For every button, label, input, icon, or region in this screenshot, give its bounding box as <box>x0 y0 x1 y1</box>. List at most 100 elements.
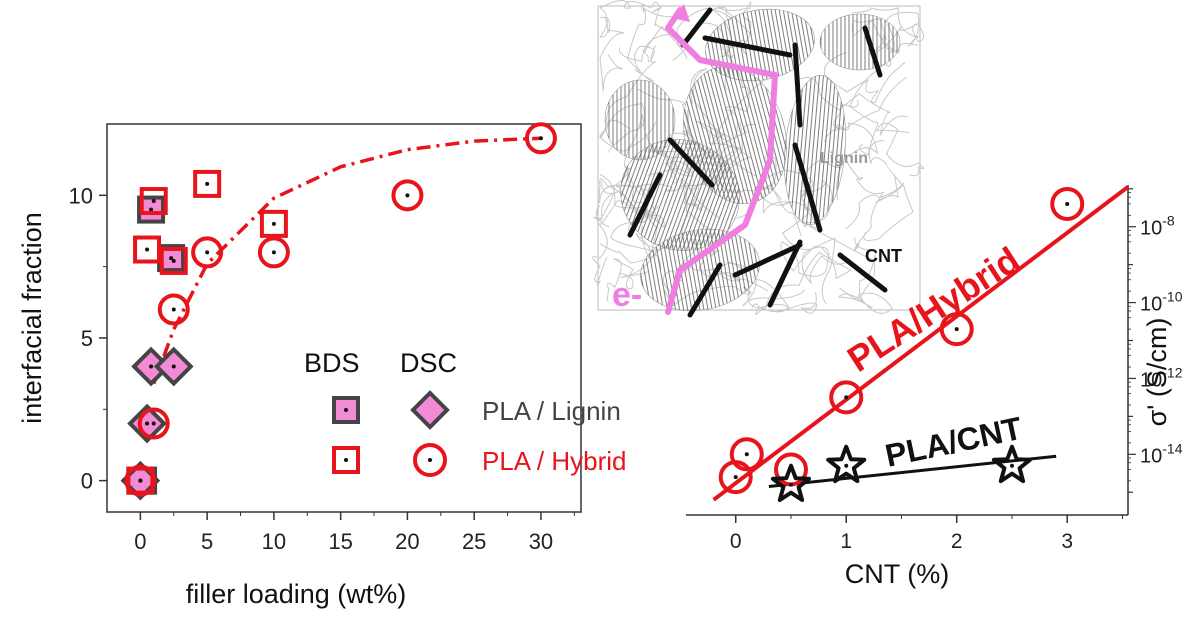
left-fit-curve <box>152 136 542 385</box>
left-x-tick-label: 0 <box>134 529 146 554</box>
point-center-dot <box>145 247 150 252</box>
point-center-dot <box>151 421 156 426</box>
left-y-tick-label: 10 <box>69 183 93 208</box>
right-y-tick-label: 10-10 <box>1140 289 1183 316</box>
point-center-dot <box>733 475 738 480</box>
network-strand <box>634 25 688 76</box>
left-legend: BDS DSC PLA / Lignin PLA / Hybrid <box>304 348 627 477</box>
point-hybrid-bds <box>139 187 168 216</box>
point-hybrid-dsc <box>124 464 157 497</box>
right-y-tick-exponent: -14 <box>1162 440 1182 456</box>
network-strand <box>592 204 608 286</box>
left-x-tick-label: 5 <box>201 529 213 554</box>
point-center-dot <box>169 256 174 261</box>
point-hybrid-bds <box>193 169 222 198</box>
point-center-dot <box>788 482 793 487</box>
point-center-dot <box>171 364 176 369</box>
right-y-tick-exponent: -8 <box>1162 213 1175 229</box>
point-center-dot <box>1009 463 1014 468</box>
point-hybrid-dsc <box>257 236 290 269</box>
annotation-pla-cnt: PLA/CNT <box>882 410 1026 474</box>
legend-marker-hybrid-dsc-dot <box>428 458 432 462</box>
point-center-dot <box>149 364 154 369</box>
point-center-dot <box>138 478 143 483</box>
left-x-tick-label: 10 <box>262 529 286 554</box>
network-strand <box>618 1 674 62</box>
cnt-stick <box>792 42 803 128</box>
point-center-dot <box>171 307 176 312</box>
point-pla-hybrid <box>829 380 864 415</box>
cnt-stick <box>687 262 723 318</box>
cnt-stick <box>767 239 803 308</box>
left-y-axis-label: interfacial fraction <box>17 212 47 424</box>
cnt-stick <box>667 137 715 188</box>
legend-marker-hybrid-bds-dot <box>344 458 348 462</box>
network-strand <box>844 153 885 252</box>
point-center-dot <box>271 221 276 226</box>
left-y-tick-label: 5 <box>81 326 93 351</box>
lignin-particle <box>819 13 901 71</box>
fit-line-hybrid <box>712 185 1130 502</box>
point-center-dot <box>744 452 749 457</box>
left-x-tick-label: 15 <box>328 529 352 554</box>
point-center-dot <box>151 199 156 204</box>
cnt-stick <box>680 7 713 48</box>
cnt-stick <box>792 142 823 233</box>
point-hybrid-dsc <box>191 236 224 269</box>
point-hybrid-bds <box>133 235 162 264</box>
point-hybrid-dsc <box>391 179 424 212</box>
cnt-stick <box>837 252 888 293</box>
point-hybrid-bds <box>259 209 288 238</box>
point-pla-hybrid <box>939 312 974 347</box>
legend-entry-hybrid: PLA / Hybrid <box>482 446 627 476</box>
right-x-tick-label: 3 <box>1061 530 1073 553</box>
left-x-tick-label: 25 <box>462 529 486 554</box>
network-strand <box>627 7 677 82</box>
point-pla-cnt <box>770 463 811 502</box>
point-center-dot <box>844 395 849 400</box>
electron-path-arrowhead <box>672 4 690 22</box>
cnt-label: CNT <box>865 246 902 266</box>
right-y-tick-exponent: -12 <box>1162 364 1182 380</box>
network-strand <box>747 246 852 309</box>
left-axis-ticks: 0 5 10 15 20 25 30 0 5 10 <box>69 183 575 554</box>
point-center-dot <box>538 136 543 141</box>
point-center-dot <box>1065 201 1070 206</box>
network-strand <box>599 16 625 92</box>
network-strand <box>845 174 905 230</box>
left-data-marks <box>120 122 557 501</box>
point-hybrid-bds <box>159 246 188 275</box>
cnt-stick <box>732 242 803 278</box>
left-x-tick-label: 30 <box>529 529 553 554</box>
point-center-dot <box>145 421 150 426</box>
point-center-dot <box>844 463 849 468</box>
right-data-marks <box>718 186 1085 502</box>
cnt-sticks <box>627 7 888 318</box>
right-x-tick-label: 1 <box>840 530 852 553</box>
right-y-tick-label: 10-14 <box>1140 440 1183 467</box>
cnt-stick <box>627 172 663 238</box>
legend-header-dsc: DSC <box>400 348 457 378</box>
network-strand <box>863 139 914 241</box>
point-center-dot <box>149 207 154 212</box>
point-hybrid-dsc <box>137 407 170 440</box>
electron-path <box>665 7 778 315</box>
network-strand <box>801 237 846 305</box>
lignin-particle <box>604 79 676 161</box>
point-center-dot <box>271 250 276 255</box>
legend-marker-lignin-bds-dot <box>344 408 348 412</box>
right-x-axis-label: CNT (%) <box>845 559 950 589</box>
point-pla-cnt <box>991 444 1032 484</box>
right-x-tick-label: 2 <box>951 530 963 553</box>
network-strand <box>837 236 877 309</box>
composite-schematic: e- Lignin CNT <box>592 0 925 318</box>
left-x-axis-label: filler loading (wt%) <box>186 579 407 609</box>
point-center-dot <box>205 250 210 255</box>
point-hybrid-dsc <box>157 293 190 326</box>
right-y-tick-exponent: -10 <box>1162 289 1182 305</box>
point-center-dot <box>954 327 959 332</box>
legend-marker-lignin-dsc <box>410 390 450 430</box>
right-y-axis-label: σ' (S/cm) <box>1142 318 1172 427</box>
